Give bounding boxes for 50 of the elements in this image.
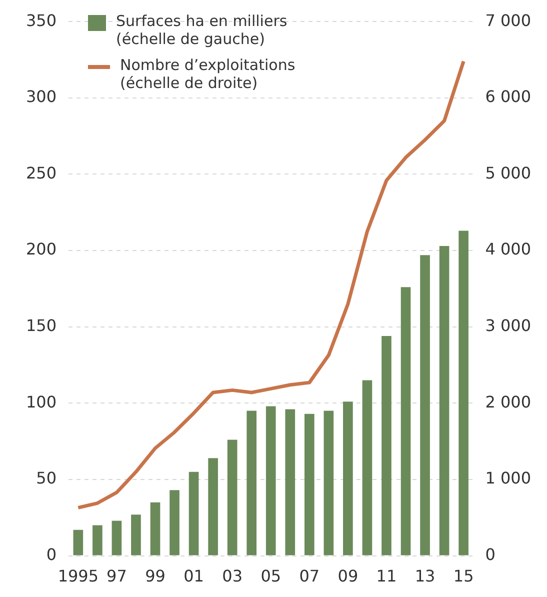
- bar: [246, 410, 257, 556]
- y2-tick-label: 0: [485, 544, 496, 564]
- x-tick-label: 13: [414, 566, 436, 586]
- bar: [150, 502, 160, 556]
- bar: [343, 402, 353, 556]
- bar: [266, 406, 276, 556]
- bar: [73, 530, 84, 556]
- x-tick-label: 03: [222, 566, 243, 586]
- x-tick-label: 09: [338, 566, 358, 586]
- x-tick-label: 99: [145, 566, 166, 586]
- x-tick-label: 11: [376, 566, 397, 586]
- y-tick-label: 50: [36, 468, 57, 488]
- bar: [400, 287, 411, 556]
- x-tick-label: 1995: [58, 566, 99, 586]
- y-tick-label: 350: [26, 10, 57, 30]
- bar: [439, 246, 450, 556]
- y2-tick-label: 1 000: [485, 468, 532, 488]
- x-tick-label: 15: [453, 566, 474, 586]
- bar: [112, 520, 122, 556]
- y2-tick-label: 3 000: [485, 316, 532, 336]
- y-tick-label: 300: [26, 87, 57, 106]
- bar: [188, 472, 199, 556]
- legend-label: Nombre d’exploitations (échelle de droite): [120, 56, 296, 92]
- bar: [324, 410, 334, 556]
- bar: [92, 525, 102, 556]
- bar: [131, 514, 141, 556]
- x-tick-label: 05: [260, 566, 282, 586]
- bar: [382, 336, 392, 556]
- bar: [208, 458, 218, 556]
- bar: [362, 380, 372, 556]
- y-tick-label: 0: [46, 544, 57, 564]
- y-tick-label: 200: [26, 240, 57, 259]
- y2-tick-label: 6 000: [485, 87, 532, 106]
- x-tick-label: 01: [184, 566, 204, 586]
- bar: [304, 414, 314, 556]
- y-tick-label: 150: [26, 316, 57, 336]
- y2-tick-label: 4 000: [485, 240, 532, 259]
- x-tick-label: 07: [299, 566, 320, 586]
- bar: [227, 440, 238, 556]
- legend-label: Surfaces ha en milliers (échelle de gauche): [116, 12, 288, 48]
- y2-tick-label: 5 000: [485, 163, 532, 182]
- bar: [420, 255, 430, 556]
- y-tick-label: 100: [26, 392, 57, 412]
- y2-tick-label: 2 000: [485, 392, 532, 412]
- bar: [458, 230, 468, 556]
- bar: [285, 409, 296, 556]
- y-tick-label: 250: [26, 163, 57, 182]
- y2-tick-label: 7 000: [485, 10, 532, 30]
- bar: [170, 490, 180, 556]
- x-tick-label: 97: [106, 566, 127, 586]
